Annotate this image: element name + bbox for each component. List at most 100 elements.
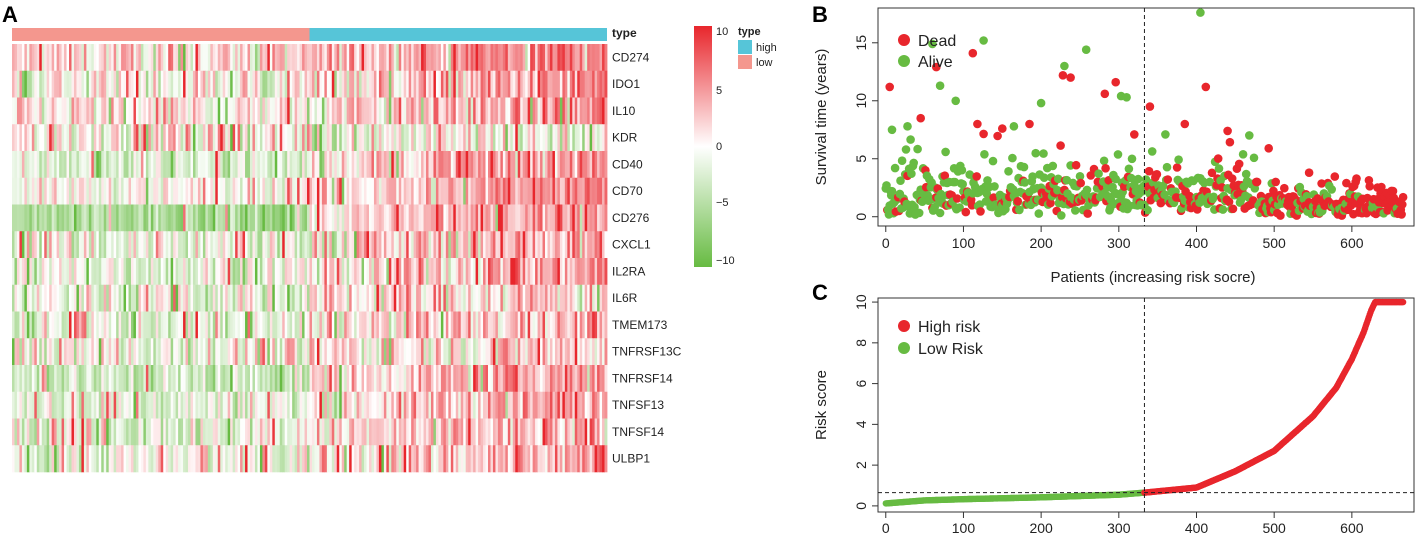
heatmap-cell xyxy=(428,365,432,393)
heatmap-cell xyxy=(423,97,427,125)
heatmap-cell xyxy=(435,311,439,339)
heatmap-cell xyxy=(160,44,164,72)
heatmap-cell xyxy=(359,284,362,312)
heatmap-cell xyxy=(376,124,380,152)
heatmap-cell xyxy=(287,311,291,339)
heatmap-cell xyxy=(220,44,224,72)
heatmap-cell xyxy=(324,231,328,259)
heatmap-cell xyxy=(361,204,365,232)
heatmap-cell xyxy=(359,151,362,179)
heatmap-cell xyxy=(69,391,72,419)
heatmap-cell xyxy=(311,311,315,339)
heatmap-cell xyxy=(188,70,191,98)
heatmap-cell xyxy=(54,365,58,393)
heatmap-cell xyxy=(500,124,504,152)
heatmap-cell xyxy=(356,70,360,98)
heatmap-cell xyxy=(26,177,30,205)
heatmap-cell xyxy=(470,204,474,232)
heatmap-cell xyxy=(376,284,380,312)
heatmap-cell xyxy=(88,418,92,446)
heatmap-cell xyxy=(473,151,477,179)
heatmap-cell xyxy=(351,365,355,393)
heatmap-cell xyxy=(597,258,600,286)
heatmap-cell xyxy=(393,177,397,205)
heatmap-cell xyxy=(307,44,310,72)
heatmap-cell xyxy=(512,391,516,419)
heatmap-cell xyxy=(582,124,586,152)
heatmap-cell xyxy=(118,177,122,205)
heatmap-cell xyxy=(76,124,80,152)
heatmap-cell xyxy=(500,445,504,473)
heatmap-cell xyxy=(302,44,305,72)
heatmap-cell xyxy=(118,204,122,232)
heatmap-cell xyxy=(173,177,177,205)
heatmap-cell xyxy=(478,258,481,286)
survival-point xyxy=(1009,122,1019,131)
heatmap-cell xyxy=(582,445,586,473)
heatmap-cell xyxy=(200,311,204,339)
heatmap-cell xyxy=(24,338,28,366)
heatmap-cell xyxy=(428,97,432,125)
heatmap-cell xyxy=(143,151,147,179)
heatmap-cell xyxy=(252,97,256,125)
heatmap-cell xyxy=(478,391,481,419)
heatmap-cell xyxy=(69,231,72,259)
heatmap-cell xyxy=(398,338,402,366)
heatmap-cell xyxy=(398,124,402,152)
heatmap-cell xyxy=(443,151,447,179)
heatmap-cell xyxy=(175,124,179,152)
heatmap-cell xyxy=(324,177,328,205)
survival-point xyxy=(907,169,916,178)
heatmap-cell xyxy=(202,365,206,393)
heatmap-cell xyxy=(433,44,437,72)
heatmap-cell xyxy=(145,231,149,259)
heatmap-cell xyxy=(88,338,92,366)
heatmap-cell xyxy=(197,391,201,419)
heatmap-cell xyxy=(408,445,412,473)
heatmap-cell xyxy=(108,44,112,72)
heatmap-cell xyxy=(597,338,600,366)
heatmap-cell xyxy=(267,258,271,286)
heatmap-cell xyxy=(81,44,85,72)
heatmap-cell xyxy=(334,338,338,366)
heatmap-cell xyxy=(254,338,258,366)
heatmap-cell xyxy=(316,231,320,259)
heatmap-cell xyxy=(113,231,117,259)
heatmap-cell xyxy=(207,445,211,473)
heatmap-cell xyxy=(319,365,323,393)
heatmap-cell xyxy=(525,97,529,125)
heatmap-cell xyxy=(106,231,110,259)
heatmap-cell xyxy=(36,258,40,286)
heatmap-cell xyxy=(530,445,534,473)
heatmap-cell xyxy=(426,124,429,152)
heatmap-cell xyxy=(391,391,395,419)
heatmap-cell xyxy=(396,151,400,179)
heatmap-cell xyxy=(371,391,375,419)
heatmap-cell xyxy=(277,204,281,232)
heatmap-cell xyxy=(225,445,229,473)
heatmap-cell xyxy=(592,418,596,446)
heatmap-cell xyxy=(200,391,204,419)
heatmap-cell xyxy=(416,258,419,286)
heatmap-cell xyxy=(192,151,196,179)
heatmap-cell xyxy=(93,311,97,339)
heatmap-cell xyxy=(587,204,591,232)
heatmap-cell xyxy=(267,418,271,446)
heatmap-cell xyxy=(274,418,278,446)
heatmap-cell xyxy=(195,70,199,98)
heatmap-cell xyxy=(24,365,28,393)
survival-point xyxy=(1008,153,1017,163)
heatmap-cell xyxy=(584,338,588,366)
heatmap-cell xyxy=(599,284,603,312)
heatmap-cell xyxy=(217,70,221,98)
heatmap-cell xyxy=(418,445,422,473)
heatmap-cell xyxy=(369,338,372,366)
heatmap-cell xyxy=(93,44,97,72)
heatmap-cell xyxy=(515,231,519,259)
heatmap-cell xyxy=(314,445,318,473)
survival-point xyxy=(1147,147,1157,156)
heatmap-cell xyxy=(118,151,122,179)
heatmap-cell xyxy=(311,391,315,419)
heatmap-cell xyxy=(331,258,335,286)
heatmap-cell xyxy=(455,44,459,72)
